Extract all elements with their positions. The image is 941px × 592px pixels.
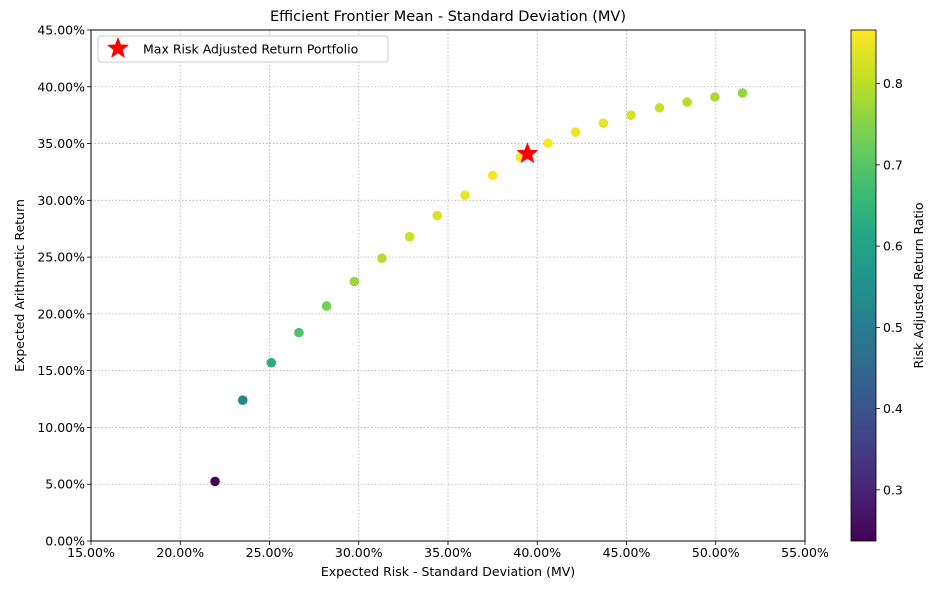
- highlight-marker-group: [516, 142, 539, 164]
- x-tick-label: 20.00%: [156, 545, 204, 560]
- scatter-point: [654, 102, 665, 113]
- scatter-point: [237, 395, 248, 405]
- scatter-point: [682, 97, 692, 107]
- colorbar-tick-label: 0.7: [883, 157, 903, 172]
- y-tick-label: 15.00%: [37, 363, 85, 378]
- scatter-point: [266, 357, 277, 368]
- scatter-point: [543, 138, 553, 148]
- grid-lines: [90, 29, 806, 542]
- y-tick-label: 35.00%: [37, 136, 85, 151]
- x-tick-label: 40.00%: [513, 545, 561, 560]
- x-tick-label: 15.00%: [67, 545, 115, 560]
- y-tick-label: 30.00%: [37, 193, 85, 208]
- colorbar-tick-label: 0.5: [883, 320, 903, 335]
- scatter-point: [570, 127, 581, 137]
- y-tick-label: 0.00%: [45, 534, 85, 549]
- y-tick-label: 40.00%: [37, 79, 85, 94]
- scatter-point: [349, 276, 360, 287]
- y-tick-label: 10.00%: [37, 420, 85, 435]
- scatter-point: [710, 92, 720, 102]
- scatter-points: [210, 88, 748, 487]
- y-tick-label: 20.00%: [37, 306, 85, 321]
- scatter-point: [460, 190, 470, 201]
- scatter-point: [626, 110, 636, 120]
- colorbar-tick-label: 0.6: [883, 239, 903, 254]
- legend-label: Max Risk Adjusted Return Portfolio: [143, 42, 358, 57]
- max-risk-adjusted-return-star: [516, 142, 539, 164]
- scatter-point: [294, 327, 304, 338]
- scatter-point: [737, 88, 748, 98]
- legend: Max Risk Adjusted Return Portfolio: [97, 35, 389, 63]
- colorbar-tick-label: 0.8: [883, 76, 903, 91]
- scatter-point: [321, 301, 332, 311]
- legend-box: [97, 35, 389, 63]
- scatter-point: [210, 476, 220, 487]
- x-axis-ticks: 15.00% 20.00% 25.00% 30.00% 35.00% 40.00% 45.0…: [67, 541, 829, 560]
- scatter-point: [377, 253, 387, 264]
- y-axis-label: Expected Arithmetic Return: [12, 199, 27, 372]
- scatter-point: [432, 210, 443, 221]
- y-tick-label: 5.00%: [45, 477, 85, 492]
- x-tick-label: 30.00%: [335, 545, 383, 560]
- x-axis-label: Expected Risk - Standard Deviation (MV): [321, 564, 575, 579]
- y-tick-label: 25.00%: [37, 250, 85, 265]
- y-tick-label: 45.00%: [37, 23, 85, 38]
- x-tick-label: 55.00%: [781, 545, 829, 560]
- y-axis-ticks: 0.00% 5.00% 10.00% 15.00% 20.00% 25.00% 30.00%…: [37, 23, 91, 549]
- x-tick-label: 50.00%: [692, 545, 740, 560]
- colorbar-ticks: 0.3 0.4 0.5 0.6 0.7 0.8: [876, 76, 903, 497]
- x-tick-label: 45.00%: [603, 545, 651, 560]
- colorbar-label: Risk Adjusted Return Ratio: [911, 202, 926, 368]
- x-tick-label: 25.00%: [246, 545, 294, 560]
- chart-title: Efficient Frontier Mean - Standard Devia…: [270, 9, 626, 25]
- x-tick-label: 35.00%: [424, 545, 472, 560]
- legend-star-icon: [106, 36, 130, 58]
- scatter-point: [404, 231, 415, 242]
- colorbar-gradient: [850, 29, 877, 542]
- colorbar-tick-label: 0.4: [883, 401, 903, 416]
- colorbar-tick-label: 0.3: [883, 482, 903, 497]
- scatter-point: [598, 118, 609, 128]
- scatter-point: [487, 170, 498, 181]
- colorbar: 0.3 0.4 0.5 0.6 0.7 0.8 Risk Adjusted Return …: [850, 29, 926, 542]
